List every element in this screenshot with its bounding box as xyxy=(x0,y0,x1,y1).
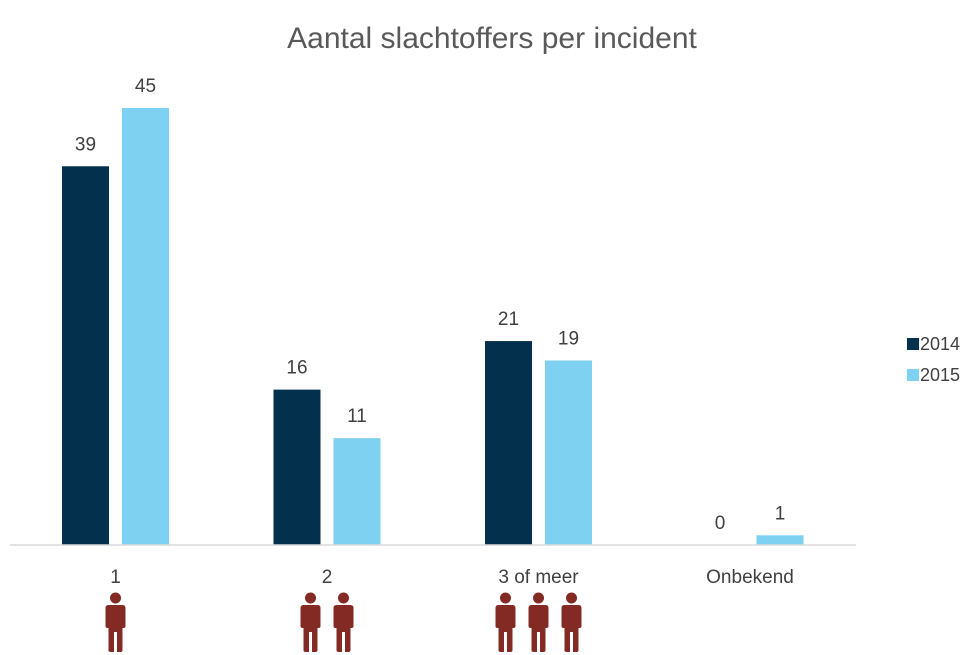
person-icon xyxy=(333,592,354,652)
data-label-2014-3-of-meer: 21 xyxy=(498,309,519,330)
x-tick-label: 2 xyxy=(322,567,333,588)
person-icon xyxy=(105,592,126,652)
legend-swatch-2015 xyxy=(907,369,919,381)
x-tick-label: 1 xyxy=(110,567,121,588)
data-label-2014-Onbekend: 0 xyxy=(715,513,726,534)
data-label-2015-3-of-meer: 19 xyxy=(558,328,579,349)
person-icon xyxy=(561,592,582,652)
legend: 2014 2015 xyxy=(907,334,960,385)
data-label-2015-2: 11 xyxy=(347,406,367,427)
chart-title: Aantal slachtoffers per incident xyxy=(287,22,697,55)
legend-label-2015: 2015 xyxy=(920,365,960,385)
data-labels-layer: 39 45 16 11 21 19 0 1 xyxy=(75,76,785,534)
person-icons-layer xyxy=(105,592,582,652)
person-icon xyxy=(300,592,321,652)
person-icon xyxy=(495,592,516,652)
person-icon xyxy=(528,592,549,652)
x-tick-label: Onbekend xyxy=(706,567,794,588)
legend-label-2014: 2014 xyxy=(920,334,960,354)
bar-2015-Onbekend xyxy=(756,535,804,545)
x-tick-label: 3 of meer xyxy=(498,567,579,588)
data-label-2015-1: 45 xyxy=(135,76,156,97)
bars-layer xyxy=(62,108,804,545)
data-label-2014-2: 16 xyxy=(286,358,307,379)
data-label-2014-1: 39 xyxy=(75,134,96,155)
legend-swatch-2014 xyxy=(907,338,919,350)
bar-2015-3-of-meer xyxy=(545,360,592,545)
bar-2015-1 xyxy=(122,108,169,545)
bar-2014-3-of-meer xyxy=(485,341,532,545)
bar-2014-2 xyxy=(273,389,321,545)
bar-2015-2 xyxy=(333,438,381,545)
bar-2014-1 xyxy=(62,166,109,545)
x-tick-labels: 1 2 3 of meer Onbekend xyxy=(110,567,794,588)
data-label-2015-Onbekend: 1 xyxy=(775,503,786,524)
